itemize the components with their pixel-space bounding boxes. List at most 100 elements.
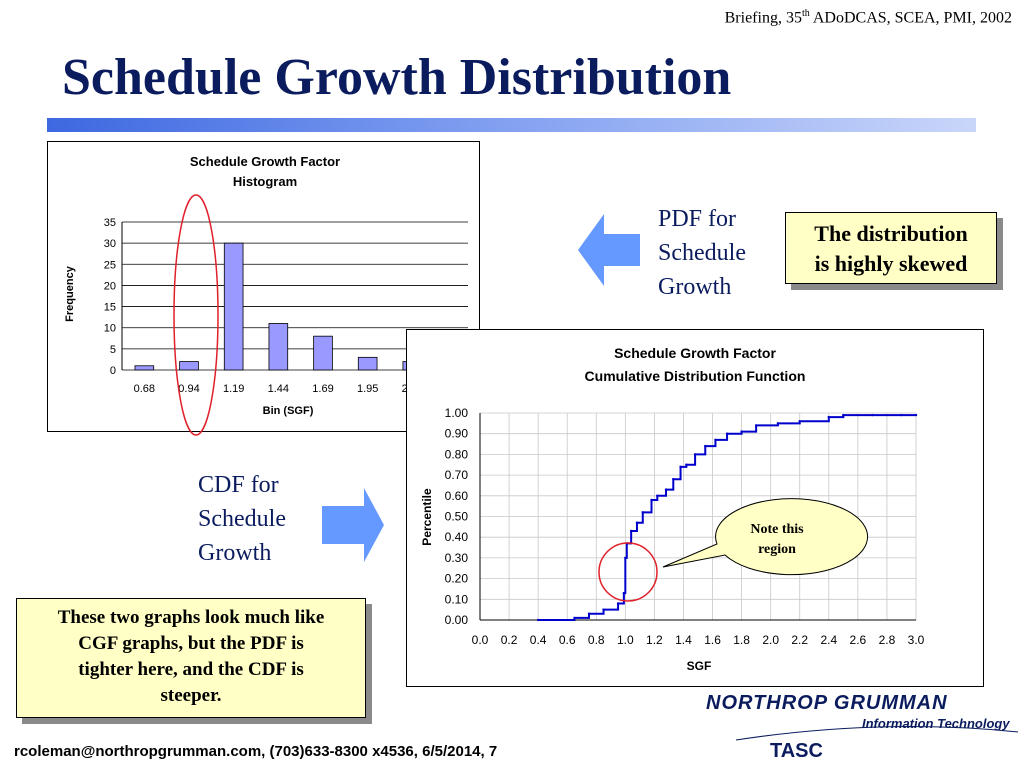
cdf-x-tick-label: 1.2 <box>646 633 663 647</box>
pdf-label-line: Growth <box>658 274 732 300</box>
cdf-x-tick-label: 0.4 <box>530 633 547 647</box>
histogram-y-tick-label: 15 <box>104 302 116 314</box>
cdf-x-tick-label: 0.0 <box>472 633 489 647</box>
explanation-line: These two graphs look much like <box>57 607 325 628</box>
cdf-y-tick-label: 0.00 <box>445 613 469 627</box>
cdf-point <box>635 521 639 524</box>
cdf-point <box>740 430 743 433</box>
histogram-xlabel: Bin (SGF) <box>263 405 314 417</box>
cdf-point <box>641 511 644 514</box>
cdf-y-tick-label: 0.80 <box>445 447 469 461</box>
cdf-point <box>672 478 675 481</box>
histogram-y-tick-label: 25 <box>104 259 116 271</box>
cdf-point <box>776 422 780 425</box>
footer-contact: rcoleman@northropgrumman.com, (703)633-8… <box>14 743 498 760</box>
explanation-line: CGF graphs, but the PDF is <box>78 633 304 654</box>
histogram-bar <box>357 356 378 371</box>
cdf-point <box>827 415 830 419</box>
cdf-subtitle: Cumulative Distribution Function <box>585 368 806 384</box>
cdf-point <box>656 494 659 497</box>
note-callout-line: Note this <box>750 522 804 537</box>
histogram-y-ticks: 0 5 10 15 20 25 30 35 <box>104 217 116 377</box>
cdf-point <box>679 465 682 469</box>
cdf-point <box>871 413 874 417</box>
cdf-point <box>714 438 717 442</box>
histogram-ylabel: Frequency <box>64 265 76 322</box>
pdf-label: PDF for Schedule Growth <box>658 202 746 304</box>
cdf-point <box>725 432 729 435</box>
histogram-y-tick-label: 30 <box>104 238 116 250</box>
histogram-x-tick-label: 1.19 <box>223 383 244 395</box>
histogram-y-tick-label: 5 <box>110 344 116 356</box>
right-arrow-icon <box>322 488 384 562</box>
cdf-y-tick-label: 0.60 <box>445 489 469 503</box>
steep-region-circle <box>598 542 658 602</box>
cdf-y-tick-label: 0.50 <box>445 510 469 524</box>
pdf-label-line: PDF for <box>658 206 737 232</box>
histogram-x-tick-label: 0.68 <box>134 383 155 395</box>
cdf-x-tick-label: 0.6 <box>559 633 576 647</box>
cdf-points <box>536 413 918 622</box>
cdf-point <box>842 413 845 417</box>
skewed-callout-line: is highly skewed <box>814 251 968 276</box>
peak-highlight-ellipse <box>173 194 219 436</box>
briefing-sup: th <box>801 8 810 19</box>
cdf-x-tick-label: 1.4 <box>675 633 692 647</box>
cdf-y-ticks: 0.00 0.10 0.20 0.30 0.40 0.50 0.60 0.70 0.80 0.90… <box>445 406 469 627</box>
cdf-x-tick-label: 2.4 <box>820 633 837 647</box>
histogram-subtitle: Histogram <box>233 174 297 189</box>
briefing-header: Briefing, 35th ADoDCAS, SCEA, PMI, 2002 <box>725 8 1012 27</box>
histogram-y-tick-label: 20 <box>104 280 116 292</box>
cdf-point <box>754 424 758 427</box>
cdf-y-tick-label: 0.20 <box>445 572 469 586</box>
cdf-point <box>587 612 591 615</box>
cdf-point <box>629 529 633 533</box>
cdf-x-ticks: 0.0 0.2 0.4 0.6 0.8 1.0 1.2 1.4 1.6 1.8 2.0 2.2 2.4 2… <box>472 633 925 647</box>
cdf-y-tick-label: 0.30 <box>445 551 469 565</box>
histogram-x-tick-label: 1.95 <box>357 383 378 395</box>
histogram-title: Schedule Growth Factor <box>190 154 340 169</box>
cdf-point <box>693 453 697 456</box>
cdf-chart-frame: Schedule Growth Factor Cumulative Distri… <box>406 329 984 687</box>
cdf-y-tick-label: 0.90 <box>445 427 469 441</box>
histogram-bar <box>313 335 333 371</box>
tasc-label: TASC <box>770 740 823 762</box>
cdf-label-line: Schedule <box>198 506 286 532</box>
cdf-y-tick-label: 0.10 <box>445 592 469 606</box>
northrop-grumman-logo: NORTHROP GRUMMAN Information Technology <box>706 692 1019 741</box>
cdf-x-tick-label: 1.6 <box>704 633 721 647</box>
cdf-point <box>914 413 918 417</box>
cdf-chart: Schedule Growth Factor Cumulative Distri… <box>420 345 925 673</box>
cdf-label-line: CDF for <box>198 472 279 498</box>
cdf-ylabel: Percentile <box>420 488 434 546</box>
histogram-y-tick-label: 10 <box>104 323 116 335</box>
histogram-bar <box>268 323 289 371</box>
cdf-point <box>900 413 903 417</box>
cdf-y-tick-label: 1.00 <box>445 406 469 420</box>
histogram-x-tick-label: 0.94 <box>178 383 199 395</box>
left-arrow-icon <box>578 214 640 286</box>
histogram-bar <box>179 361 199 371</box>
histogram-y-tick-label: 35 <box>104 217 116 229</box>
logo-line1: NORTHROP GRUMMAN <box>706 692 948 714</box>
cdf-x-tick-label: 1.0 <box>617 633 634 647</box>
skewed-callout: The distribution is highly skewed <box>785 212 997 284</box>
explanation-line: tighter here, and the CDF is <box>78 659 304 680</box>
cdf-xlabel: SGF <box>687 659 712 673</box>
cdf-label-line: Growth <box>198 540 272 566</box>
explanation-callout: These two graphs look much like CGF grap… <box>16 598 366 718</box>
cdf-point <box>602 608 605 611</box>
cdf-point <box>650 498 653 502</box>
cdf-point <box>798 420 801 423</box>
cdf-x-tick-label: 2.8 <box>879 633 896 647</box>
skewed-callout-line: The distribution <box>814 221 968 246</box>
cdf-x-tick-label: 2.2 <box>791 633 808 647</box>
logo-line2: Information Technology <box>862 716 1010 731</box>
histogram-x-tick-label: 1.69 <box>312 383 333 395</box>
cdf-point <box>624 556 627 560</box>
briefing-prefix: Briefing, 35 <box>724 9 802 27</box>
cdf-title: Schedule Growth Factor <box>614 345 776 361</box>
title-underline-bar <box>47 118 976 132</box>
histogram-chart-frame: Schedule Growth Factor Histogram Frequen… <box>47 141 512 432</box>
cdf-point <box>616 602 620 605</box>
